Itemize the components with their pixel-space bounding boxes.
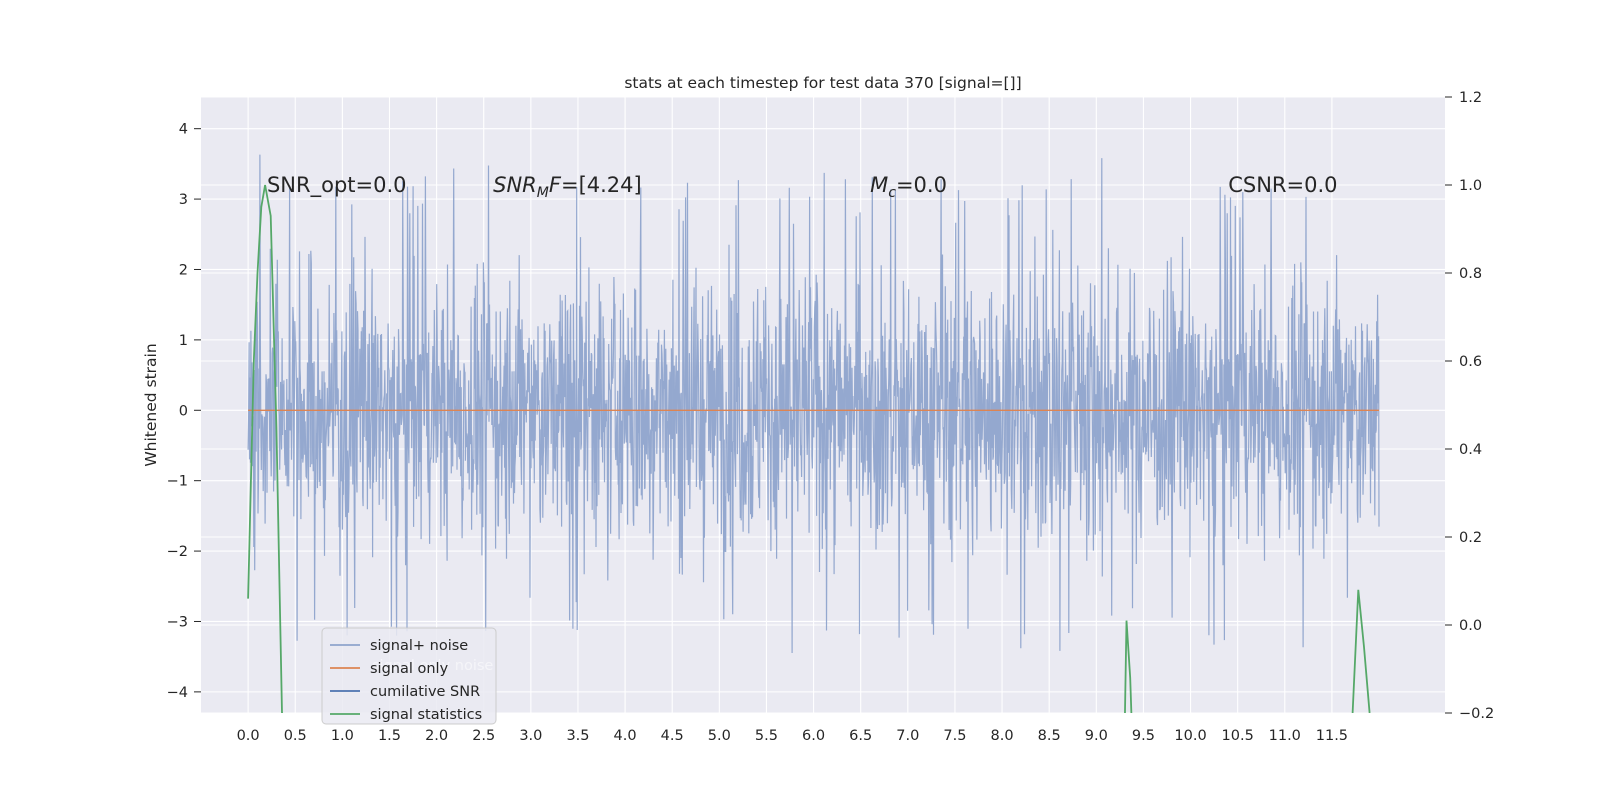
chart-title: stats at each timestep for test data 370… (624, 74, 1021, 92)
annotation: CSNR=0.0 (1228, 173, 1337, 197)
legend-label: cumilative SNR (370, 684, 480, 700)
y2-tick-label: 0.0 (1459, 618, 1482, 634)
y2-tick-label: 0.2 (1459, 530, 1482, 546)
series-lines (247, 184, 1379, 713)
y-tick-label: −4 (167, 685, 188, 701)
x-axis: 0.0 0.5 1.0 1.5 2.0 2.5 3.0 3.5 4.0 4.5 5.0 5.5 6.0 6… (237, 728, 1348, 744)
legend: signal only noise signal+ noise signal onl… (321, 627, 497, 725)
x-tick-label: 3.0 (519, 728, 542, 744)
y-tick-label: −1 (167, 474, 188, 490)
y-tick-label: −3 (167, 614, 188, 630)
y-tick-label: 0 (179, 403, 188, 419)
x-tick-label: 9.0 (1085, 728, 1108, 744)
y2-tick-label: 0.6 (1459, 354, 1482, 370)
legend-label: signal+ noise (370, 638, 468, 654)
annotation: SNRMF=[4.24] (493, 173, 642, 201)
y2-tick-label: −0.2 (1459, 706, 1494, 722)
x-tick-label: 0.0 (237, 728, 260, 744)
x-tick-label: 6.5 (849, 728, 872, 744)
x-tick-label: 1.0 (331, 728, 354, 744)
x-tick-label: 8.5 (1038, 728, 1061, 744)
x-tick-label: 11.5 (1316, 728, 1348, 744)
y2-tick-label: 1.0 (1459, 178, 1482, 194)
annotations: SNR_opt=0.0 SNRMF=[4.24] Mc=0.0 CSNR=0.0 (267, 173, 1338, 201)
x-tick-label: 0.5 (284, 728, 307, 744)
annotation: SNR_opt=0.0 (267, 173, 407, 198)
annotation: Mc=0.0 (870, 173, 947, 201)
legend-box (321, 627, 497, 725)
x-tick-label: 1.5 (378, 728, 401, 744)
y-axis-label: Whitened strain (142, 343, 160, 466)
y-tick-label: 1 (179, 333, 188, 349)
x-tick-label: 10.5 (1222, 728, 1254, 744)
legend-label: signal statistics (370, 707, 482, 723)
x-tick-label: 8.0 (991, 728, 1014, 744)
x-tick-label: 6.0 (802, 728, 825, 744)
x-tick-label: 3.5 (566, 728, 589, 744)
signal-noise-line (247, 154, 1380, 654)
y-tick-label: 3 (179, 192, 188, 208)
x-tick-label: 2.5 (472, 728, 495, 744)
y2-tick-label: 0.8 (1459, 266, 1482, 282)
x-tick-label: 5.5 (755, 728, 778, 744)
y-tick-label: 2 (179, 262, 188, 278)
y-axis-left: −4 −3 −2 −1 0 1 2 3 4 (167, 122, 201, 701)
x-tick-label: 4.0 (614, 728, 637, 744)
x-tick-label: 9.5 (1132, 728, 1155, 744)
x-tick-label: 2.0 (425, 728, 448, 744)
legend-ghost-text: signal only noise (372, 658, 493, 674)
legend-label: signal only (370, 661, 449, 677)
x-tick-label: 5.0 (708, 728, 731, 744)
y-tick-label: −2 (167, 544, 188, 560)
x-tick-label: 10.0 (1174, 728, 1206, 744)
series-line-signal-statistics (247, 184, 1371, 713)
x-tick-label: 11.0 (1269, 728, 1301, 744)
x-tick-label: 4.5 (661, 728, 684, 744)
y-tick-label: 4 (179, 122, 188, 138)
y2-tick-label: 0.4 (1459, 442, 1482, 458)
signal-noise-series (247, 154, 1380, 654)
x-tick-label: 7.0 (896, 728, 919, 744)
y2-tick-label: 1.2 (1459, 90, 1482, 106)
x-tick-label: 7.5 (943, 728, 966, 744)
y-axis-right: −0.2 0.0 0.2 0.4 0.6 0.8 1.0 1.2 (1445, 90, 1494, 722)
